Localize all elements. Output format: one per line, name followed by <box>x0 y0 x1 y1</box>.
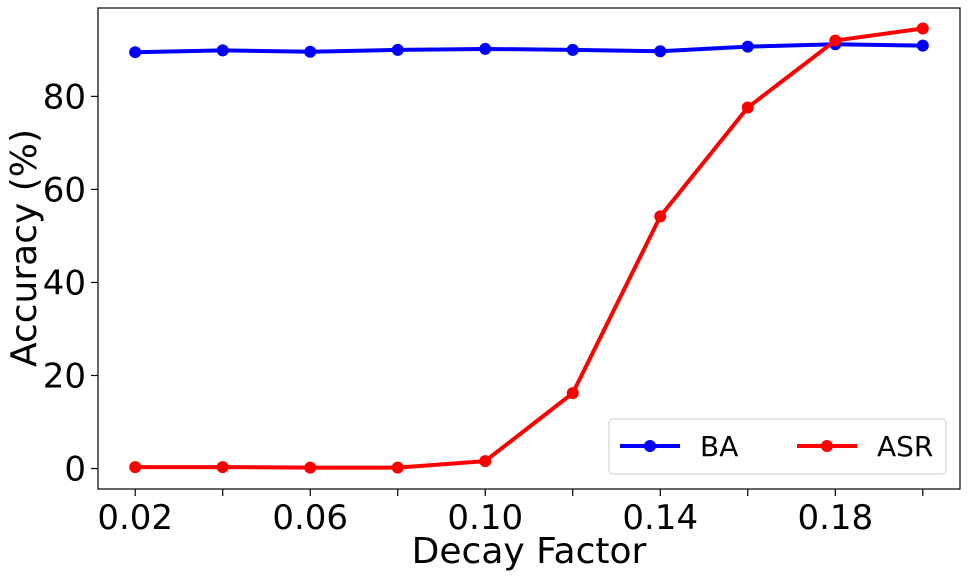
series-asr-line <box>135 26 924 470</box>
series-ba-point <box>479 42 492 55</box>
y-tick-label: 80 <box>43 77 86 117</box>
series-asr-point <box>566 387 579 400</box>
series-ba-point <box>216 44 229 57</box>
series-layer <box>129 22 929 474</box>
series-ba-line <box>135 42 923 55</box>
legend-ba-label: BA <box>700 430 738 463</box>
series-ba-point <box>741 40 754 53</box>
series-asr-point <box>829 34 842 47</box>
series-asr-point <box>741 101 754 114</box>
x-tick-label: 0.02 <box>97 498 173 538</box>
x-tick-label: 0.10 <box>447 498 523 538</box>
series-ba-point <box>654 45 667 58</box>
legend-item-asr: ASR <box>797 430 933 463</box>
x-axis: 0.02 0.06 0.10 0.14 0.18 <box>97 489 924 538</box>
x-tick-label: 0.06 <box>272 498 348 538</box>
y-axis: 0 20 40 60 80 <box>43 77 98 490</box>
y-tick-label: 0 <box>64 450 86 490</box>
y-tick-label: 40 <box>43 263 86 303</box>
legend-item-ba: BA <box>620 430 738 463</box>
series-ba-point <box>916 39 929 52</box>
series-ba-point <box>304 45 317 58</box>
plot-area <box>97 7 961 490</box>
legend-asr-marker <box>821 440 833 452</box>
series-asr-point <box>304 461 317 474</box>
x-tick-label: 0.18 <box>797 498 873 538</box>
series-ba-point <box>391 43 404 56</box>
series-asr-point <box>216 461 229 474</box>
series-ba-point <box>129 46 142 59</box>
legend-asr-label: ASR <box>877 430 933 463</box>
y-axis-title: Accuracy (%) <box>4 129 45 367</box>
series-asr-point <box>391 461 404 474</box>
series-asr-point <box>479 455 492 468</box>
series-asr-point <box>129 461 142 474</box>
x-axis-title: Decay Factor <box>412 531 647 572</box>
series-asr-point <box>916 22 929 35</box>
series-asr <box>129 22 929 474</box>
y-tick-label: 60 <box>43 170 86 210</box>
legend-box <box>608 418 947 475</box>
legend-ba-marker <box>644 440 656 452</box>
x-tick-label: 0.14 <box>622 498 698 538</box>
series-ba-point <box>566 43 579 56</box>
legend: BA ASR <box>608 418 947 475</box>
y-tick-label: 20 <box>43 356 86 396</box>
series-asr-point <box>654 210 667 223</box>
